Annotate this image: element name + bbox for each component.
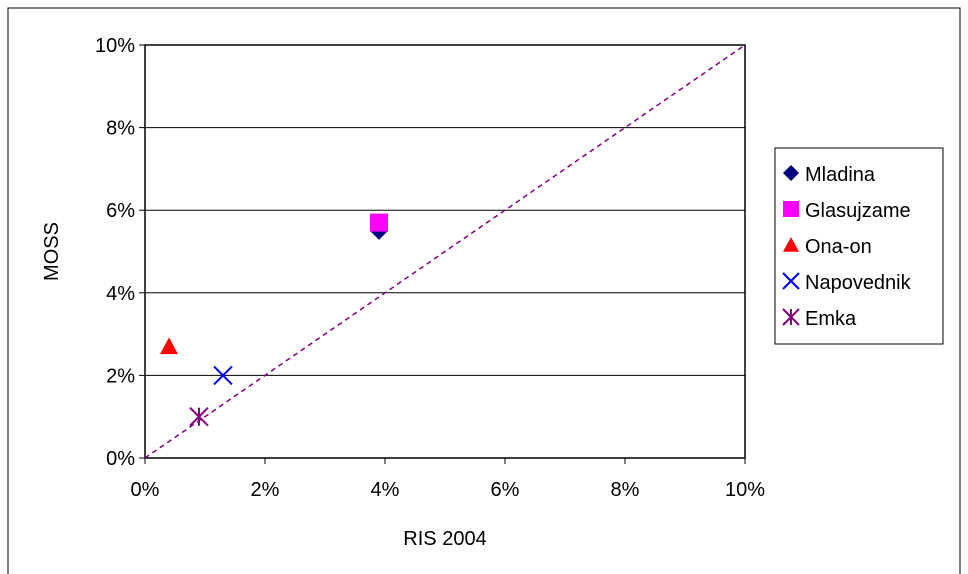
legend-marker-emka [782,308,800,326]
y-tick-label: 10% [95,35,135,57]
legend-label-napovednik: Napovednik [805,272,912,294]
x-tick-label: 0% [131,479,160,501]
legend-marker-napovednik-stroke [782,272,800,290]
legend-marker-glasujzame [783,201,799,217]
y-axis-title: MOSS [41,222,63,281]
y-tick-label: 2% [106,365,135,387]
x-tick-label: 6% [491,479,520,501]
legend-label-mladina: Mladina [805,164,876,186]
data-point-glasujzame [370,213,388,232]
x-tick-label: 10% [725,479,765,501]
data-point-ona-on [160,337,178,355]
data-point-napovednik-stroke [213,365,233,386]
y-tick-label: 8% [106,118,135,140]
y-tick-label: 0% [106,448,135,470]
legend-label-emka: Emka [805,308,857,330]
legend-box [774,147,944,345]
data-point-napovednik [213,365,233,386]
y-tick-label: 4% [106,283,135,305]
legend-label-glasujzame: Glasujzame [805,200,911,222]
legend-marker-ona-on [783,237,799,252]
data-point-emka [189,406,209,427]
y-tick-label: 6% [106,200,135,222]
legend-marker-mladina [783,165,799,181]
legend-label-ona-on: Ona-on [805,236,872,258]
x-axis-title: RIS 2004 [403,528,486,550]
legend-marker-napovednik [782,272,800,290]
x-tick-label: 4% [371,479,400,501]
x-tick-label: 2% [251,479,280,501]
x-tick-label: 8% [611,479,640,501]
reference-line [144,44,746,459]
